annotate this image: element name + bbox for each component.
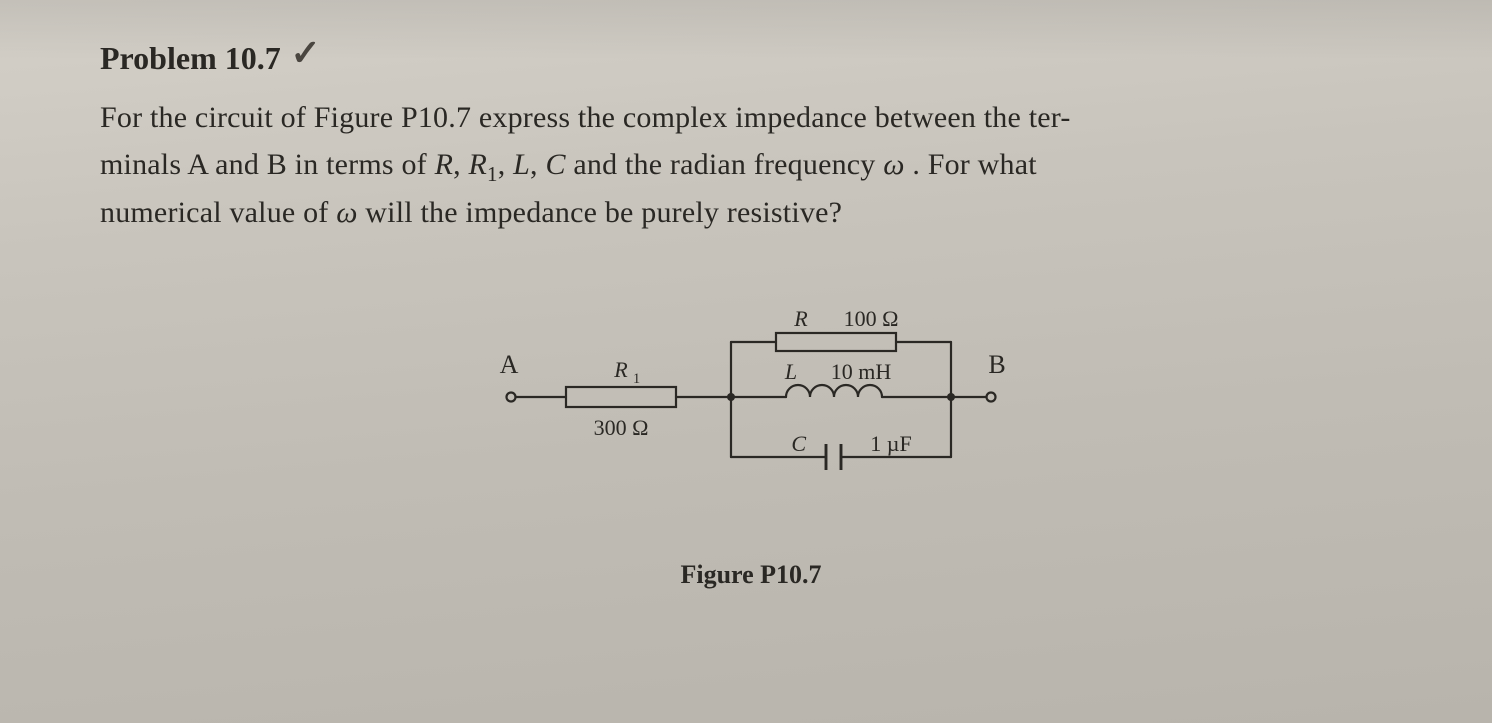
circuit-diagram: AR1300 ΩR100 ΩL10 mHC1 µFB (471, 287, 1031, 527)
svg-text:10 mH: 10 mH (831, 359, 892, 384)
text-line-1: For the circuit of Figure P10.7 express … (100, 101, 1071, 134)
svg-text:A: A (500, 350, 519, 379)
svg-text:R: R (613, 357, 628, 382)
problem-text: For the circuit of Figure P10.7 express … (100, 95, 1402, 237)
sym-R: R (435, 148, 454, 181)
svg-text:B: B (988, 350, 1005, 379)
sep: , (498, 148, 513, 181)
text-line-2b: and the radian frequency (573, 148, 883, 181)
sym-R1: R (469, 148, 488, 181)
sep: , (453, 148, 468, 181)
svg-text:100 Ω: 100 Ω (844, 306, 899, 331)
sym-R1-sub: 1 (487, 162, 498, 186)
sym-L: L (513, 148, 530, 181)
svg-text:1: 1 (633, 371, 640, 387)
svg-text:1 µF: 1 µF (870, 431, 911, 456)
problem-title: Problem 10.7 ✓ (100, 40, 281, 77)
sym-C: C (545, 148, 565, 181)
figure-area: AR1300 ΩR100 ΩL10 mHC1 µFB Figure P10.7 (100, 287, 1402, 590)
checkmark-icon: ✓ (291, 32, 321, 74)
svg-text:300 Ω: 300 Ω (594, 415, 649, 440)
sym-omega-2: ω (336, 196, 357, 229)
sym-omega: ω (883, 148, 904, 181)
svg-text:C: C (791, 431, 806, 456)
page: Problem 10.7 ✓ For the circuit of Figure… (0, 0, 1492, 610)
figure-caption: Figure P10.7 (100, 560, 1402, 590)
text-line-2c: . For what (912, 148, 1037, 181)
text-line-3b: will the impedance be purely resistive? (365, 196, 842, 229)
svg-text:L: L (784, 359, 797, 384)
sep: , (530, 148, 545, 181)
svg-text:R: R (793, 306, 808, 331)
text-line-3a: numerical value of (100, 196, 336, 229)
problem-number: Problem 10.7 (100, 40, 281, 76)
text-line-2a: minals A and B in terms of (100, 148, 435, 181)
